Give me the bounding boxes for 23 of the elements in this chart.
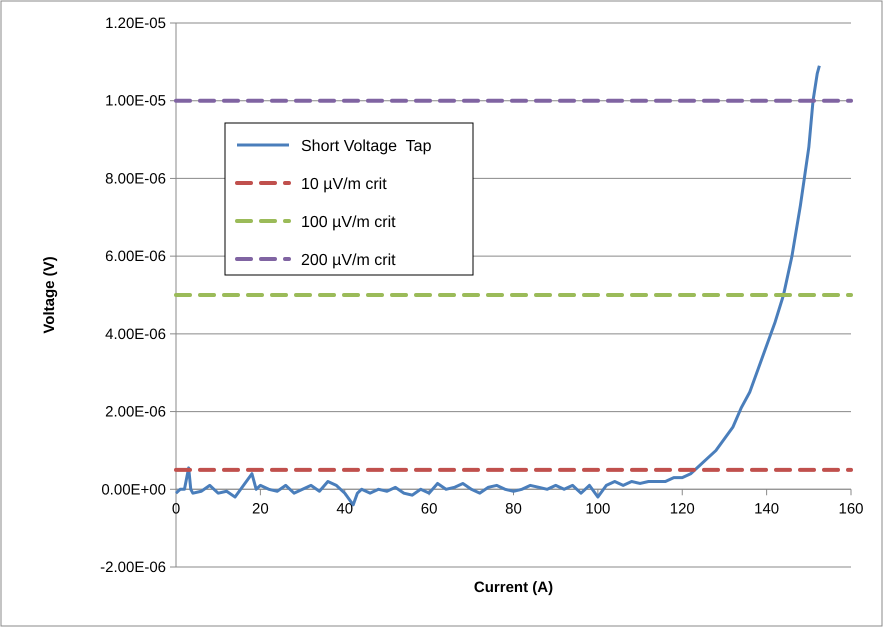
x-tick-label: 60 <box>420 500 438 518</box>
y-tick-label: 4.00E-06 <box>105 326 166 343</box>
legend-label: Short Voltage Tap <box>301 138 432 155</box>
y-tick-label: 0.00E+00 <box>101 481 166 498</box>
y-tick-label: 2.00E-06 <box>105 404 166 421</box>
x-tick-label: 0 <box>172 500 180 518</box>
y-tick-label: 6.00E-06 <box>105 248 166 266</box>
legend-label: 200 µV/m crit <box>301 252 396 269</box>
x-tick-label: 120 <box>670 500 695 518</box>
x-axis-title: Current (A) <box>474 579 554 596</box>
y-tick-label: 8.00E-06 <box>105 170 166 188</box>
legend-label: 10 µV/m crit <box>301 176 388 193</box>
y-tick-label: 1.20E-05 <box>105 15 166 32</box>
x-tick-label: 20 <box>252 500 269 518</box>
y-tick-label: 1.00E-05 <box>105 92 166 110</box>
x-tick-label: 160 <box>838 500 864 518</box>
x-tick-label: 40 <box>336 500 354 518</box>
y-axis-title: Voltage (V) <box>41 256 58 334</box>
x-tick-label: 100 <box>585 500 610 518</box>
y-tick-label: -2.00E-06 <box>100 559 166 576</box>
x-tick-label: 80 <box>505 500 522 518</box>
x-tick-label: 140 <box>754 500 780 518</box>
legend-label: 100 µV/m crit <box>301 214 396 231</box>
